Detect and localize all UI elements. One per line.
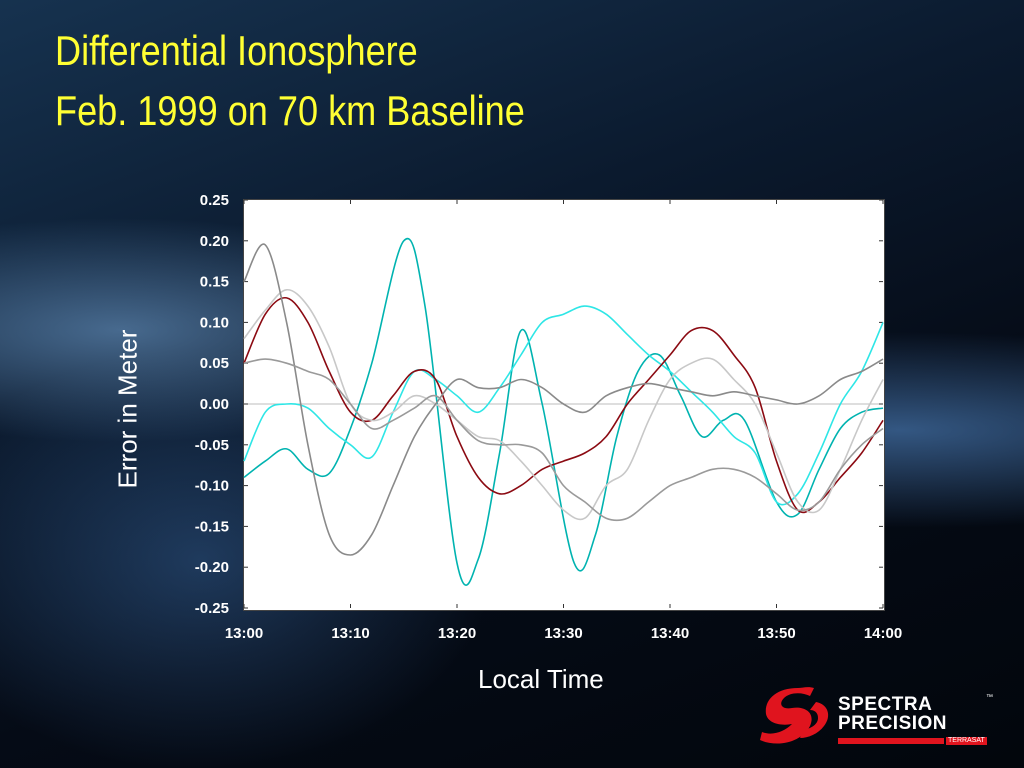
logo-bar <box>838 738 944 744</box>
series-line-1 <box>243 237 884 586</box>
x-tick-label: 14:00 <box>864 625 902 642</box>
logo-trademark: ™ <box>986 694 993 701</box>
y-tick-label: -0.15 <box>195 518 229 535</box>
series-line-2 <box>243 305 884 506</box>
y-tick-label: -0.20 <box>195 559 229 576</box>
y-tick-label: 0.00 <box>200 396 229 413</box>
x-tick-labels: 13:00 13:10 13:20 13:30 13:40 13:50 14:00 <box>225 625 902 642</box>
x-axis-label: Local Time <box>478 664 604 694</box>
y-axis-label: Error in Meter <box>112 329 143 489</box>
y-tick-label: -0.25 <box>195 600 229 617</box>
y-tick-label: 0.25 <box>200 192 229 209</box>
x-tick-label: 13:20 <box>438 625 476 642</box>
y-tick-label: 0.05 <box>200 355 229 372</box>
y-tick-label: 0.20 <box>200 233 229 250</box>
y-tick-label: -0.10 <box>195 478 229 495</box>
y-tick-label: 0.10 <box>200 314 229 331</box>
x-tick-label: 13:50 <box>757 625 795 642</box>
series-line-5 <box>243 243 884 556</box>
slide-title-line-2: Feb. 1999 on 70 km Baseline <box>55 87 525 134</box>
series-line-3 <box>243 296 884 514</box>
slide-title-line-1: Differential Ionosphere <box>55 27 418 74</box>
x-tick-label: 13:10 <box>331 625 369 642</box>
logo-sub-label: TERRASAT <box>946 737 987 745</box>
spectra-logo-icon <box>760 687 829 744</box>
y-tick-label: -0.05 <box>195 437 229 454</box>
logo-line-1: SPECTRA <box>838 694 933 715</box>
x-tick-label: 13:00 <box>225 625 263 642</box>
series-lines <box>243 237 884 586</box>
y-tick-labels: 0.25 0.20 0.15 0.10 0.05 0.00 -0.05 -0.10 -0.15 -… <box>195 192 229 617</box>
x-tick-label: 13:40 <box>651 625 689 642</box>
y-tick-label: 0.15 <box>200 274 229 291</box>
x-tick-label: 13:30 <box>544 625 582 642</box>
logo-line-2: PRECISION <box>838 713 948 734</box>
series-line-6 <box>243 358 884 522</box>
